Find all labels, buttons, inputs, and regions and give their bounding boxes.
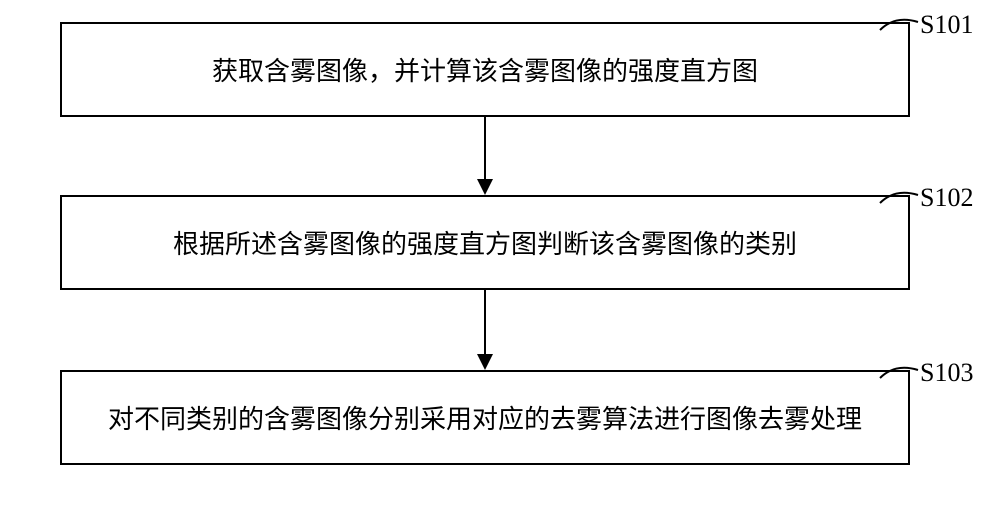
step-box-3: 对不同类别的含雾图像分别采用对应的去雾算法进行图像去雾处理 (60, 370, 910, 465)
step-label-3: S103 (920, 358, 973, 388)
step-box-2: 根据所述含雾图像的强度直方图判断该含雾图像的类别 (60, 195, 910, 290)
label-connector-1 (875, 15, 925, 40)
step-label-2: S102 (920, 183, 973, 213)
arrow-1 (470, 117, 500, 195)
label-connector-3 (875, 363, 925, 388)
step-text-3: 对不同类别的含雾图像分别采用对应的去雾算法进行图像去雾处理 (98, 399, 872, 436)
flowchart-container: 获取含雾图像，并计算该含雾图像的强度直方图 S101 根据所述含雾图像的强度直方… (0, 0, 1000, 511)
step-text-1: 获取含雾图像，并计算该含雾图像的强度直方图 (202, 51, 768, 88)
step-box-1: 获取含雾图像，并计算该含雾图像的强度直方图 (60, 22, 910, 117)
label-connector-2 (875, 188, 925, 213)
arrow-2 (470, 290, 500, 370)
step-text-2: 根据所述含雾图像的强度直方图判断该含雾图像的类别 (163, 224, 807, 261)
step-label-1: S101 (920, 10, 973, 40)
